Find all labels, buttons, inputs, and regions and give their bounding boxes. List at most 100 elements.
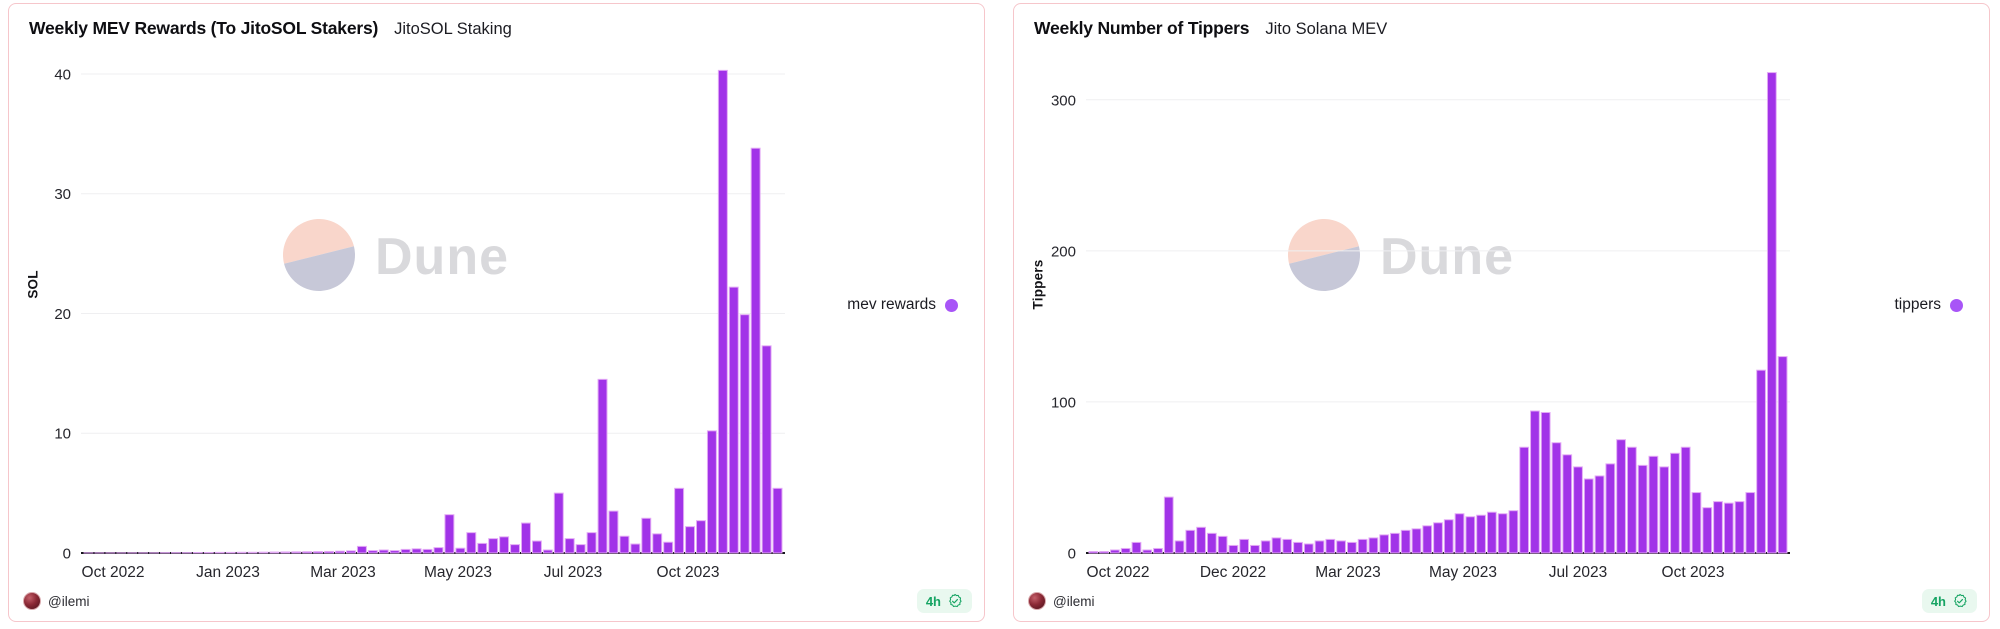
bar[interactable] — [1551, 442, 1562, 554]
bar[interactable] — [1239, 538, 1250, 554]
bar[interactable] — [1250, 544, 1260, 554]
bar[interactable] — [1088, 550, 1099, 554]
bar[interactable] — [1680, 446, 1691, 554]
bar[interactable] — [477, 542, 488, 554]
bar[interactable] — [488, 538, 499, 554]
bar[interactable] — [1766, 72, 1777, 554]
bar[interactable] — [1637, 464, 1648, 554]
bar[interactable] — [1206, 532, 1217, 554]
bar[interactable] — [1368, 537, 1379, 554]
bar[interactable] — [1756, 369, 1766, 554]
bar[interactable] — [717, 69, 728, 554]
bar[interactable] — [1530, 410, 1540, 554]
bar[interactable] — [619, 535, 630, 554]
bar[interactable] — [1702, 507, 1713, 554]
bar[interactable] — [455, 547, 466, 554]
bar[interactable] — [542, 549, 553, 554]
bar[interactable] — [1723, 502, 1734, 554]
bar[interactable] — [313, 551, 324, 554]
bar[interactable] — [1260, 540, 1271, 554]
bar[interactable] — [280, 551, 291, 554]
bar[interactable] — [389, 550, 400, 554]
bar[interactable] — [1422, 525, 1433, 554]
bar[interactable] — [1282, 538, 1293, 554]
author-link[interactable]: @ilemi — [23, 592, 89, 610]
bar[interactable] — [1562, 454, 1573, 554]
bar[interactable] — [1379, 534, 1390, 554]
bar[interactable] — [1174, 540, 1185, 554]
bar[interactable] — [258, 551, 269, 554]
bar[interactable] — [378, 549, 389, 554]
bar[interactable] — [1228, 544, 1239, 554]
bar[interactable] — [225, 551, 236, 554]
bar[interactable] — [1594, 475, 1605, 554]
bar[interactable] — [553, 492, 564, 554]
legend-item-mev-rewards[interactable]: mev rewards — [847, 296, 958, 314]
bar[interactable] — [1659, 466, 1670, 554]
chart-canvas[interactable]: Dune 0 10 20 30 40 Oct 2022 Jan 2023 Mar 2023 May… — [9, 40, 986, 600]
bar[interactable] — [356, 545, 367, 554]
bar[interactable] — [1163, 496, 1174, 554]
bar[interactable] — [1583, 478, 1594, 554]
bar[interactable] — [706, 430, 717, 554]
bar[interactable] — [1400, 529, 1411, 554]
bar[interactable] — [1713, 501, 1723, 554]
bar[interactable] — [1185, 529, 1196, 554]
bar[interactable] — [269, 551, 280, 554]
bar[interactable] — [1110, 549, 1120, 554]
bar[interactable] — [750, 147, 761, 554]
bar[interactable] — [466, 532, 477, 554]
bar[interactable] — [1142, 549, 1153, 554]
bar[interactable] — [1099, 550, 1110, 554]
bar[interactable] — [761, 345, 772, 554]
bar[interactable] — [1325, 538, 1336, 554]
bar[interactable] — [499, 536, 510, 554]
bar[interactable] — [1497, 513, 1508, 554]
bar[interactable] — [1605, 463, 1616, 554]
bar[interactable] — [608, 510, 619, 554]
bar[interactable] — [1153, 547, 1163, 554]
bar[interactable] — [214, 551, 225, 554]
bar[interactable] — [411, 548, 422, 554]
bar[interactable] — [1196, 526, 1206, 554]
bar[interactable] — [1691, 492, 1702, 554]
bar[interactable] — [586, 532, 597, 554]
bar[interactable] — [630, 543, 641, 554]
bar[interactable] — [1120, 547, 1131, 554]
bar[interactable] — [1443, 519, 1454, 554]
bar[interactable] — [1411, 528, 1422, 554]
bar[interactable] — [1476, 514, 1486, 554]
bar[interactable] — [346, 550, 356, 554]
bar-series[interactable] — [1088, 72, 1788, 554]
bar[interactable] — [1217, 535, 1228, 554]
bar[interactable] — [685, 526, 695, 554]
bar[interactable] — [236, 551, 247, 554]
bar[interactable] — [367, 550, 378, 554]
refresh-age-badge[interactable]: 4h — [916, 589, 972, 613]
bar[interactable] — [674, 487, 685, 554]
bar[interactable] — [739, 314, 750, 554]
bar[interactable] — [1454, 513, 1465, 554]
bar[interactable] — [444, 514, 455, 554]
bar[interactable] — [302, 551, 313, 554]
bar[interactable] — [564, 538, 575, 554]
bar[interactable] — [1433, 522, 1443, 554]
bar-series[interactable] — [83, 69, 783, 554]
bar[interactable] — [1540, 412, 1551, 554]
bar[interactable] — [433, 547, 444, 554]
chart-canvas[interactable]: Dune 0 100 200 300 Oct 2022 Dec 2022 Mar 2023 Ma… — [1014, 40, 1991, 600]
bar[interactable] — [1131, 541, 1142, 554]
bar[interactable] — [291, 551, 302, 554]
bar[interactable] — [1626, 446, 1637, 554]
bar[interactable] — [324, 550, 335, 554]
bar[interactable] — [1486, 511, 1497, 554]
bar[interactable] — [531, 540, 542, 554]
bar[interactable] — [597, 378, 608, 554]
bar[interactable] — [1573, 466, 1583, 554]
bar[interactable] — [1336, 540, 1346, 554]
bar[interactable] — [521, 522, 531, 554]
bar[interactable] — [1734, 501, 1745, 554]
bar[interactable] — [1314, 540, 1325, 554]
bar[interactable] — [400, 548, 411, 554]
refresh-age-badge[interactable]: 4h — [1921, 589, 1977, 613]
